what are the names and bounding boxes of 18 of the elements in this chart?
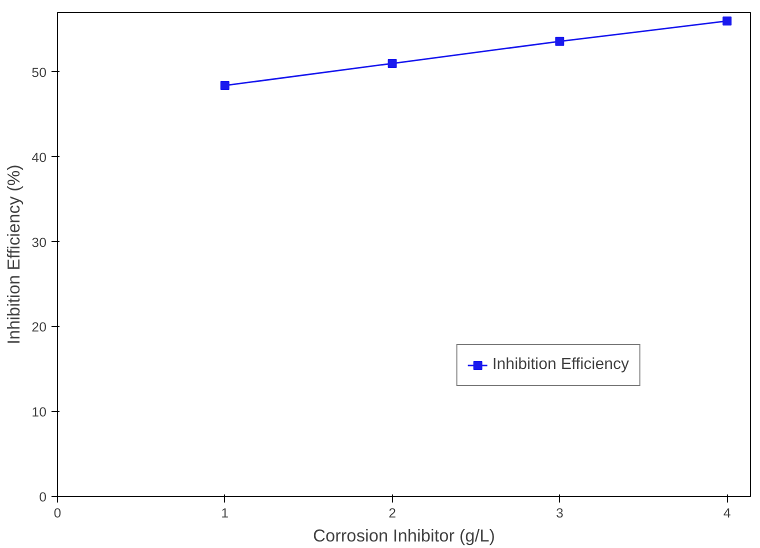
- y-tick-label: 10: [32, 404, 47, 420]
- x-tick-label: 2: [388, 506, 396, 520]
- x-tick-label: 1: [221, 506, 229, 520]
- point: [220, 81, 230, 90]
- x-axis-title: Corrosion Inhibitor (g/L): [312, 526, 496, 546]
- x-tick-label: 4: [723, 506, 732, 520]
- point: [722, 16, 732, 26]
- point: [555, 36, 564, 46]
- y-tick-label: 40: [32, 150, 47, 165]
- y-tick-label: 30: [32, 234, 47, 250]
- y-tick-label: 50: [32, 64, 47, 80]
- x-tick-label: 3: [556, 506, 564, 520]
- legend-label: Inhibition Efficiency: [492, 356, 629, 374]
- x-tick-label: 0: [54, 506, 62, 520]
- y-tick-label: 20: [32, 320, 47, 335]
- point: [388, 58, 397, 68]
- y-tick-label: 0: [39, 490, 47, 504]
- y-axis-title: Inhibition Efficiency (%): [4, 164, 24, 344]
